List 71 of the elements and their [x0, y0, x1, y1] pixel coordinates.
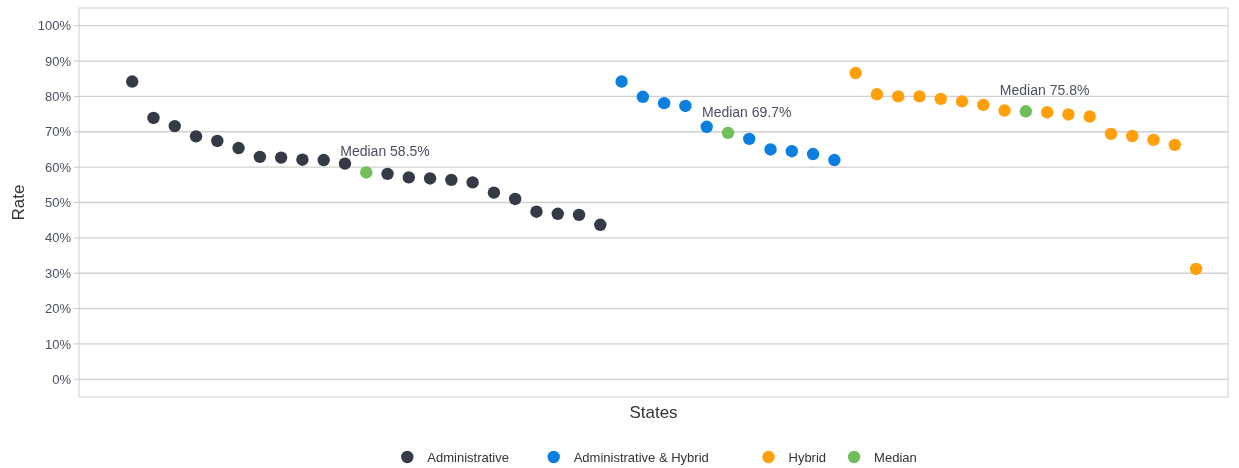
point — [423, 172, 437, 185]
y-tick-label: 10% — [44, 336, 72, 352]
point — [1062, 108, 1075, 121]
point — [764, 143, 777, 156]
point — [572, 208, 586, 222]
point — [338, 157, 352, 170]
point — [657, 96, 671, 110]
annotation: Median 58.5% — [340, 143, 430, 160]
legend-label: Median — [874, 449, 917, 465]
point — [232, 141, 245, 155]
point — [1147, 133, 1160, 147]
point — [253, 150, 267, 164]
annotation: Median 75.8% — [999, 82, 1090, 99]
y-tick-label: 60% — [44, 159, 72, 175]
point — [977, 98, 990, 112]
point — [1126, 129, 1139, 143]
y-axis-title: Rate — [9, 184, 28, 221]
point — [870, 88, 884, 101]
point — [360, 166, 373, 179]
point — [721, 126, 735, 140]
y-tick-label: 20% — [44, 301, 72, 317]
point — [1019, 105, 1033, 118]
point — [828, 153, 841, 167]
x-axis-title: States — [629, 403, 678, 422]
point — [806, 147, 820, 161]
point — [913, 90, 926, 103]
y-tick-label: 90% — [44, 53, 72, 69]
legend-label: Administrative — [427, 449, 509, 465]
point — [125, 75, 139, 88]
legend-label: Administrative & Hybrid — [573, 449, 709, 465]
point — [296, 153, 309, 166]
point — [445, 173, 458, 187]
y-tick-label: 70% — [44, 124, 72, 140]
point — [1083, 110, 1096, 123]
point — [955, 95, 969, 108]
point — [1040, 106, 1054, 119]
point — [785, 145, 799, 158]
point — [487, 186, 501, 199]
legend-label: Hybrid — [788, 449, 827, 465]
point — [189, 130, 203, 143]
point — [998, 104, 1011, 117]
point — [274, 151, 288, 164]
point — [402, 171, 416, 184]
point — [891, 90, 905, 103]
point — [168, 119, 181, 133]
y-tick-label: 100% — [37, 18, 72, 34]
y-tick-label: 50% — [44, 195, 72, 211]
point — [1189, 262, 1203, 276]
y-tick-label: 40% — [44, 230, 72, 246]
point — [1168, 138, 1182, 152]
point — [679, 99, 692, 113]
point — [381, 167, 394, 181]
point — [466, 176, 479, 189]
point — [849, 66, 862, 80]
point — [317, 153, 330, 167]
y-tick-label: 0% — [52, 371, 72, 387]
point — [743, 132, 756, 146]
point — [508, 192, 522, 206]
point — [934, 92, 947, 106]
point — [636, 90, 650, 103]
point — [594, 218, 607, 231]
point — [615, 75, 628, 88]
point — [551, 207, 564, 221]
y-tick-label: 30% — [44, 265, 72, 281]
point — [700, 120, 713, 134]
point — [147, 111, 160, 125]
point — [530, 205, 543, 218]
annotation: Median 69.7% — [701, 103, 792, 120]
y-tick-label: 80% — [44, 88, 72, 104]
point — [1104, 127, 1118, 141]
point — [211, 134, 224, 148]
